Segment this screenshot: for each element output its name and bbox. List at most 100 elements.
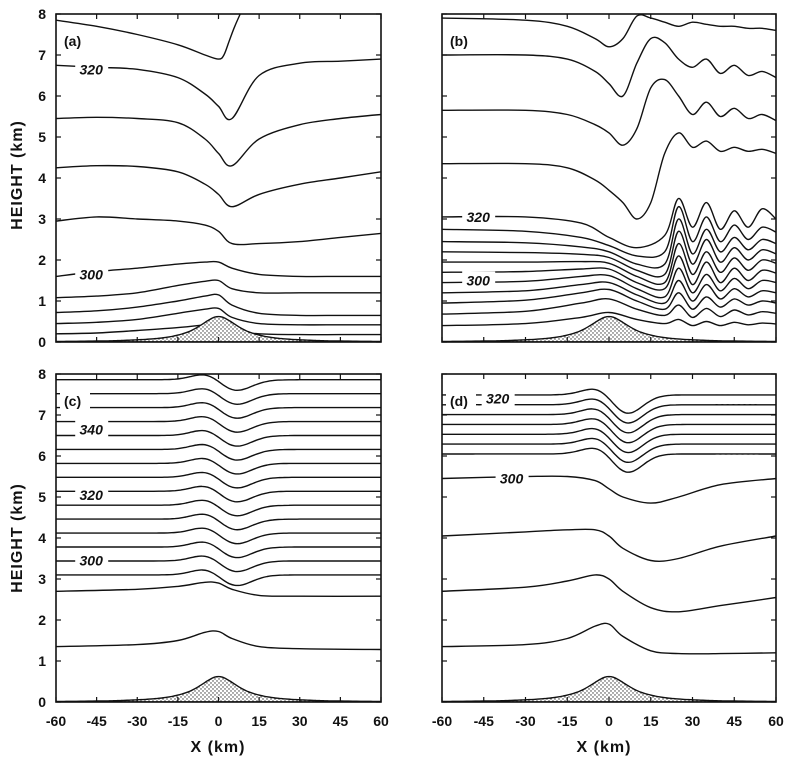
contour-line-3 (56, 555, 381, 573)
contour-line-3 (442, 475, 776, 504)
y-tick-label-4: 4 (38, 530, 46, 546)
contour-label-bg-0 (462, 207, 496, 225)
y-tick-label-3: 3 (38, 211, 46, 227)
contour-line-1 (442, 298, 776, 319)
contour-label-0: 320 (486, 391, 510, 407)
contour-line-12 (56, 429, 381, 447)
y-tick-label-1: 1 (38, 653, 46, 669)
y-tick-label-5: 5 (38, 489, 46, 505)
x-tick-label--15: -15 (557, 713, 577, 729)
panel-label-bg (446, 392, 476, 410)
y-axis-title-bottom: HEIGHT (km) (9, 483, 26, 593)
contour-line-2 (442, 528, 776, 562)
contour-line-16 (56, 374, 381, 392)
x-tick-label-15: 15 (251, 713, 267, 729)
x-tick-label--30: -30 (515, 713, 535, 729)
contour-line-1 (442, 574, 776, 613)
contour-line-2 (56, 569, 381, 587)
x-tick-label-0: 0 (215, 713, 223, 729)
y-tick-label-3: 3 (38, 571, 46, 587)
y-tick-label-7: 7 (38, 47, 46, 63)
panel-label: (a) (64, 33, 81, 49)
x-tick-label--45: -45 (87, 713, 107, 729)
plot-frame (441, 13, 777, 343)
panel-d: 320 300 (d) -60 -45 -30 -15 0 15 30 45 60 (432, 373, 784, 729)
contour-label-bg-1 (75, 485, 109, 503)
contour-line-7 (56, 113, 381, 167)
plot-area: 340 320 300 (56, 374, 381, 702)
contour-label-bg-0 (75, 420, 109, 438)
contour-line-5 (56, 527, 381, 545)
x-tick-label-45: 45 (333, 713, 349, 729)
contour-line-11 (442, 132, 776, 220)
contour-line-1 (56, 307, 381, 326)
contour-line-0 (442, 622, 776, 655)
contour-label-0: 340 (80, 421, 104, 437)
y-tick-label-6: 6 (38, 88, 46, 104)
contour-line-8 (56, 485, 381, 503)
y-tick-label-4: 4 (38, 170, 46, 186)
contour-line-14 (56, 401, 381, 419)
contour-line-11 (56, 443, 381, 461)
y-tick-label-5: 5 (38, 129, 46, 145)
y-tick-label-8: 8 (38, 366, 46, 382)
contour-line-7 (442, 418, 776, 444)
contour-label-2: 300 (80, 553, 104, 569)
plot-frame (441, 373, 777, 703)
contour-line-15 (56, 388, 381, 405)
y-tick-label-0: 0 (38, 334, 46, 350)
x-tick-label--60: -60 (432, 713, 452, 729)
y-tick-label-0: 0 (38, 694, 46, 710)
y-tick-label-6: 6 (38, 448, 46, 464)
x-tick-label-30: 30 (685, 713, 701, 729)
contour-line-5 (442, 255, 776, 291)
contour-label-0: 320 (467, 209, 491, 225)
x-tick-label-15: 15 (643, 713, 659, 729)
contour-line-7 (56, 499, 381, 517)
x-axis-title-left: X (km) (191, 739, 246, 756)
contour-line-12 (442, 78, 776, 146)
contour-line-8 (56, 58, 381, 121)
contour-line-6 (442, 242, 776, 286)
contour-label-1: 320 (80, 487, 104, 503)
contour-line-8 (442, 218, 776, 269)
y-tick-label-2: 2 (38, 612, 46, 628)
x-tick-label-60: 60 (373, 713, 389, 729)
contour-line-1 (56, 581, 381, 597)
panel-label-bg (60, 32, 90, 50)
panel-label: (b) (450, 33, 468, 49)
contour-line-10 (442, 197, 776, 249)
y-tick-label-7: 7 (38, 407, 46, 423)
contour-line-9 (56, 471, 381, 489)
contour-line-5 (442, 437, 776, 464)
y-tick-label-2: 2 (38, 252, 46, 268)
contour-line-6 (56, 513, 381, 531)
contour-label-bg-2 (75, 551, 109, 569)
contour-line-4 (442, 447, 776, 473)
panel-label-bg (446, 32, 476, 50)
plot-area: 320 300 (442, 14, 776, 342)
contour-line-3 (442, 279, 776, 305)
panel-label: (d) (450, 393, 468, 409)
x-tick-label--60: -60 (46, 713, 66, 729)
y-axis-title-top: HEIGHT (km) (9, 120, 26, 230)
contour-label-bg-1 (75, 265, 109, 283)
contour-line-6 (442, 427, 776, 454)
terrain-mountain (56, 315, 381, 342)
contour-line-3 (56, 279, 381, 299)
contour-line-6 (56, 164, 381, 208)
x-tick-label-30: 30 (292, 713, 308, 729)
panel-label: (c) (64, 393, 81, 409)
contour-label-bg-0 (75, 60, 109, 78)
panel-b: 320 300 (b) (441, 13, 777, 343)
x-axis-title-right: X (km) (577, 739, 632, 756)
contour-label-1: 300 (80, 266, 104, 282)
plot-area: 320 300 (56, 14, 381, 342)
terrain-mountain (442, 315, 776, 342)
contour-label-bg-1 (495, 469, 529, 487)
x-tick-label--15: -15 (168, 713, 188, 729)
contour-line-7 (442, 230, 776, 278)
contour-line-8 (442, 408, 776, 434)
contour-label-1: 300 (500, 471, 524, 487)
